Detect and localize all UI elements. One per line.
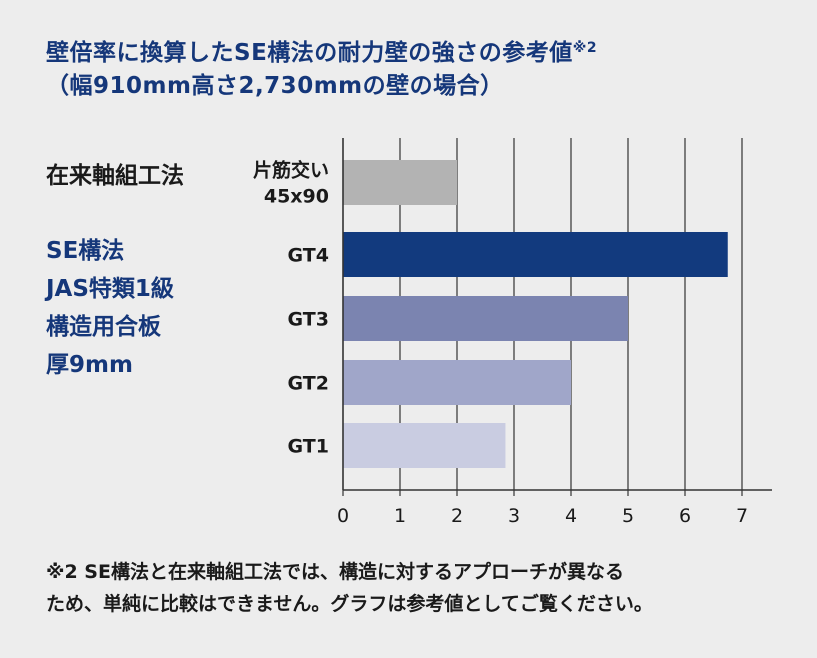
chart-title: 壁倍率に換算したSE構法の耐力壁の強さの参考値※2 （幅910mm高さ2,730…: [46, 33, 597, 101]
category-label-4: GT1: [288, 436, 329, 458]
category-label-3: GT2: [288, 373, 329, 395]
group-label-se: SE構法 JAS特類1級 構造用合板 厚9mm: [46, 232, 174, 384]
bar-3: [343, 360, 571, 405]
title-line1: 壁倍率に換算したSE構法の耐力壁の強さの参考値: [46, 40, 573, 66]
title-footnote-mark: ※2: [572, 40, 598, 56]
x-tick-label-0: 0: [337, 505, 349, 527]
category-label-0-0: 片筋交い: [253, 159, 329, 182]
group-se-line2: JAS特類1級: [46, 276, 174, 302]
x-tick-label-1: 1: [394, 505, 406, 527]
x-tick-label-7: 7: [736, 505, 748, 527]
footnote-line2: ため、単純に比較はできません。グラフは参考値としてご覧ください。: [46, 593, 653, 615]
footnote-line1: ※2 SE構法と在来軸組工法では、構造に対するアプローチが異なる: [46, 561, 624, 583]
category-label-2: GT3: [288, 309, 329, 331]
group-se-line1: SE構法: [46, 238, 125, 264]
x-tick-label-5: 5: [622, 505, 634, 527]
group-se-line4: 厚9mm: [46, 352, 133, 378]
category-label-1: GT4: [288, 245, 329, 267]
x-tick-label-3: 3: [508, 505, 520, 527]
bar-1: [343, 232, 728, 277]
bar-4: [343, 423, 506, 468]
bar-0: [343, 160, 457, 205]
x-tick-label-4: 4: [565, 505, 577, 527]
x-tick-label-2: 2: [451, 505, 463, 527]
group-se-line3: 構造用合板: [46, 314, 161, 340]
bar-2: [343, 296, 628, 341]
category-label-0-1: 45x90: [264, 186, 329, 208]
x-tick-label-6: 6: [679, 505, 691, 527]
footnote: ※2 SE構法と在来軸組工法では、構造に対するアプローチが異なる ため、単純に比…: [46, 556, 786, 620]
title-line2: （幅910mm高さ2,730mmの壁の場合）: [46, 73, 504, 99]
group-label-conventional: 在来軸組工法: [46, 163, 184, 189]
